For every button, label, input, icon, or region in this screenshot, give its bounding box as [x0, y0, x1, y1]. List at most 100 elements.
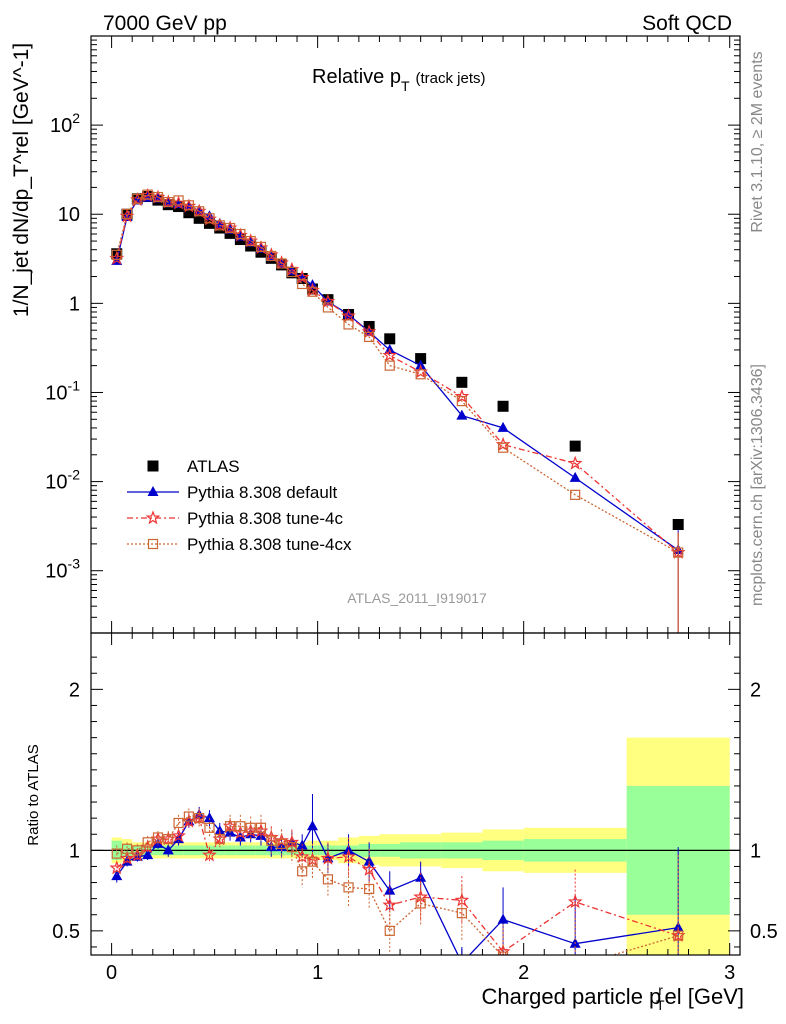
x-axis-label-main: Charged particle p	[482, 984, 662, 1009]
main-data-point	[194, 206, 205, 217]
main-data-point	[382, 347, 398, 362]
main-data-point	[673, 547, 684, 558]
header-right: Soft QCD	[642, 12, 732, 35]
main-data-point	[307, 286, 318, 297]
main-data-point	[497, 421, 509, 432]
main-data-point	[384, 333, 396, 345]
x-axis-label-sup: r	[658, 982, 663, 998]
main-data-point	[320, 293, 336, 308]
plot-title-main: Relative p	[312, 66, 401, 88]
main-data-point	[173, 195, 184, 206]
ratio-data-point	[567, 894, 583, 909]
ratio-data-point	[203, 812, 215, 823]
main-data-point	[266, 250, 277, 262]
main-data-point	[183, 200, 194, 211]
main-data-point	[235, 228, 246, 240]
main-data-point	[570, 489, 581, 500]
ratio-data-point	[214, 833, 225, 845]
main-data-point	[163, 196, 174, 208]
ratio-data-point	[245, 822, 256, 833]
y-tick-label: 10-1	[45, 377, 80, 404]
ratio-data-point	[235, 821, 246, 832]
main-data-point	[456, 409, 468, 420]
main-data-point	[569, 440, 581, 452]
ratio-data-point	[672, 921, 684, 932]
main-data-point	[672, 519, 684, 531]
ratio-data-point	[111, 870, 123, 881]
main-data-point	[121, 208, 133, 219]
ratio-plot-frame	[90, 632, 741, 956]
header-left: 7000 GeV pp	[103, 12, 227, 35]
ratio-data-point	[363, 855, 375, 866]
main-data-point	[341, 308, 356, 323]
ratio-data-point	[152, 837, 164, 848]
x-tick-label: 0	[106, 962, 117, 984]
main-data-point	[361, 324, 377, 338]
ratio-series-group	[109, 794, 686, 971]
plot-title-extra: (track jets)	[416, 70, 486, 87]
y-tick-label: 1	[69, 293, 80, 315]
ratio-data-point	[132, 845, 143, 856]
ratio-data-point	[497, 951, 509, 955]
legend-label: Pythia 8.308 tune-4cx	[187, 535, 352, 554]
main-data-point	[456, 376, 468, 388]
analysis-id: ATLAS_2011_I919017	[347, 590, 487, 606]
x-tick-label: 2	[518, 962, 529, 984]
ratio-data-point	[204, 822, 215, 833]
ratio-data-point	[183, 811, 194, 822]
main-y-axis-label: 1/N_jet dN/dp_T^rel [GeV^-1]	[10, 43, 33, 317]
legend-label: ATLAS	[187, 457, 240, 476]
main-data-point	[132, 193, 143, 204]
x-axis-label-tail: el [GeV]	[665, 984, 744, 1009]
main-data-point	[224, 222, 236, 234]
ratio-data-point	[343, 882, 354, 893]
y-tick-label: 10-3	[45, 556, 80, 583]
mcplots-label: mcplots.cern.ch [arXiv:1306.3436]	[749, 364, 766, 606]
ratio-y-axis-label: Ratio to ATLAS	[25, 744, 42, 845]
ratio-y-tick-label: 0.5	[52, 921, 80, 943]
ratio-data-point	[456, 908, 467, 919]
ratio-data-point	[162, 844, 174, 855]
ratio-data-point	[306, 820, 318, 831]
legend-marker	[145, 510, 161, 525]
x-tick-label: 1	[312, 962, 323, 984]
main-data-point	[297, 278, 308, 290]
ratio-data-point	[163, 833, 174, 845]
x-axis-label: Charged particle pr Tel [GeV]	[482, 982, 745, 1013]
ratio-y-tick-label-right: 1	[750, 840, 761, 862]
ratio-data-point	[142, 849, 154, 860]
main-data-point	[276, 258, 287, 269]
ratio-data-point	[456, 957, 467, 967]
ratio-data-point	[119, 850, 135, 865]
legend-marker	[147, 460, 159, 472]
main-data-point	[456, 396, 467, 407]
ratio-data-point	[266, 835, 277, 846]
main-data-point	[204, 213, 215, 224]
ratio-data-point	[322, 874, 334, 885]
main-data-point	[415, 369, 426, 380]
ratio-data-point	[265, 841, 277, 852]
ratio-y-tick-label: 2	[69, 679, 80, 701]
ratio-data-point	[415, 871, 427, 882]
main-data-point	[343, 319, 354, 330]
ratio-data-point	[171, 828, 186, 843]
ratio-data-point	[341, 849, 356, 863]
main-data-point	[415, 353, 427, 365]
ratio-data-point	[142, 837, 153, 848]
ratio-data-point	[297, 866, 308, 877]
ratio-data-point	[194, 813, 205, 824]
main-data-point	[152, 191, 164, 203]
y-tick-label: 10-2	[45, 467, 80, 494]
ratio-y-tick-label-right: 0.5	[750, 921, 778, 943]
ratio-data-point	[307, 856, 318, 867]
y-tick-label: 102	[50, 110, 80, 137]
main-data-point	[569, 471, 581, 482]
ratio-data-point	[571, 962, 580, 971]
ratio-data-point	[320, 850, 336, 865]
x-axis-label-sub: T	[656, 997, 665, 1013]
main-series-line	[116, 193, 679, 554]
legend-label: Pythia 8.308 default	[187, 483, 338, 502]
main-data-point	[454, 388, 470, 403]
rivet-version-label: Rivet 3.1.10, ≥ 2M events	[749, 51, 766, 232]
